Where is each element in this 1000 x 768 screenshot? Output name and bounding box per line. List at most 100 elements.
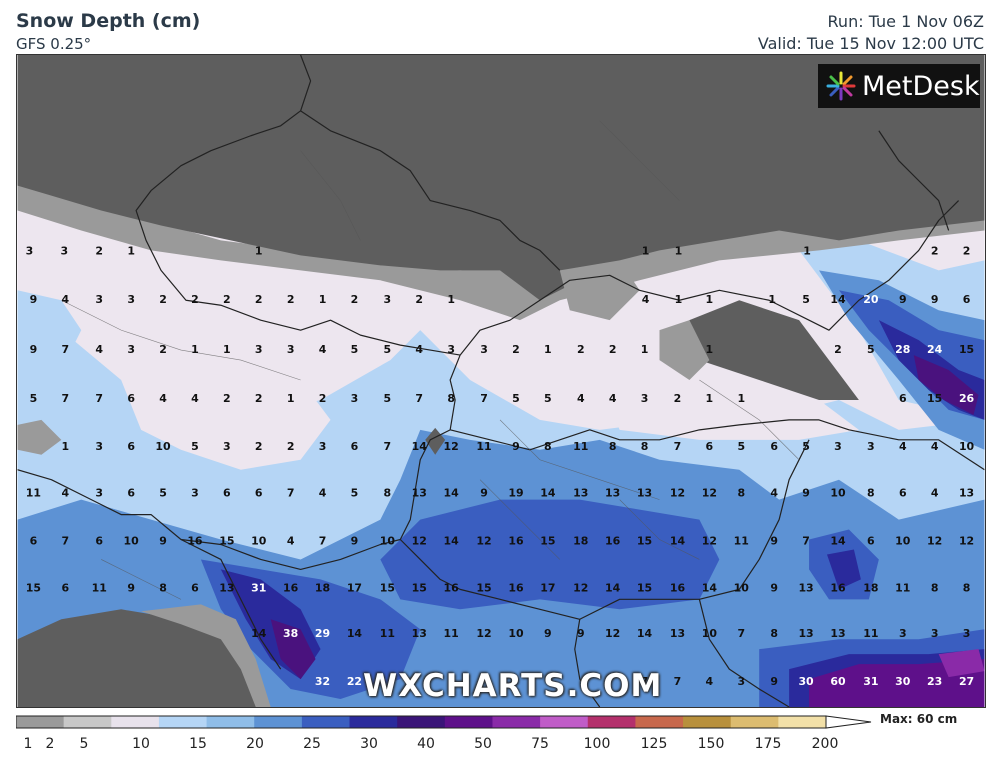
legend-tick-label: 1 [23,736,33,752]
snow-depth-value: 7 [415,392,423,405]
snow-depth-value: 1 [287,392,295,405]
legend-tick-label: 125 [640,736,668,752]
snow-depth-value: 8 [609,440,617,453]
snow-depth-value: 8 [447,392,455,405]
snow-depth-value: 16 [508,534,524,547]
snow-depth-value: 5 [737,440,745,453]
snow-depth-value: 11 [895,581,910,594]
region-lines [61,120,800,600]
snow-depth-value: 18 [315,581,330,594]
snow-depth-value: 5 [351,343,359,356]
snow-depth-value: 8 [641,440,649,453]
pale-blue-patch-nw [17,290,82,371]
snow-depth-value: 27 [959,675,974,688]
legend-color-segment [587,716,636,728]
snow-depth-value: 9 [544,627,552,640]
snow-depth-value: 2 [609,343,617,356]
snow-depth-value: 8 [770,627,778,640]
light-grey-band [17,170,985,321]
snow-depth-value: 2 [931,244,939,257]
snow-depth-value: 9 [30,293,38,306]
country-borders [17,55,985,707]
snow-depth-value: 4 [577,392,585,405]
value-labels: 3 3 2 1 1 1 1 1 2 29 4 3 3 2 2 2 2 2 1 2 3 2 1 4 1 1 1 5 14 20 9 9 69 7 4 3… [26,244,975,688]
snow-depth-value: 6 [867,534,875,547]
snow-depth-value: 8 [867,487,875,500]
snow-depth-value: 3 [191,487,199,500]
snow-depth-value: 26 [959,392,975,405]
snow-depth-value: 7 [802,534,810,547]
snow-depth-value: 9 [770,581,778,594]
snow-depth-value: 5 [867,343,875,356]
legend-tick-label: 10 [132,736,150,752]
snow-depth-value: 10 [155,440,171,453]
snow-depth-value: 4 [770,487,778,500]
snow-depth-value: 7 [480,392,488,405]
snow-depth-value: 15 [476,581,491,594]
snow-depth-value: 4 [706,675,714,688]
snow-depth-value: 2 [159,293,167,306]
snow-depth-value: 9 [351,534,359,547]
metdesk-logo: MetDesk [818,64,980,108]
legend-color-segment [16,716,65,728]
purple-se [809,659,985,707]
snow-depth-value: 10 [124,534,140,547]
snow-depth-value: 6 [963,293,971,306]
snow-depth-value: 9 [931,293,939,306]
snow-depth-value: 3 [287,343,295,356]
legend-frame [16,715,827,729]
deep-blue-central [380,499,720,610]
snow-depth-value: 14 [347,627,363,640]
snow-depth-value: 1 [675,244,683,257]
snow-depth-value: 2 [159,343,167,356]
snow-depth-value: 11 [26,487,41,500]
snow-depth-value: 17 [540,581,555,594]
snow-depth-value: 7 [641,675,649,688]
snow-depth-value: 11 [476,440,491,453]
snow-depth-value: 9 [899,293,907,306]
light-grey-southwest [141,604,271,707]
snow-depth-value: 13 [670,627,685,640]
snow-depth-value: 2 [255,293,263,306]
snow-depth-value: 3 [127,343,135,356]
snow-depth-value: 8 [737,487,745,500]
snow-depth-value: 1 [641,343,649,356]
snow-depth-value: 15 [637,534,652,547]
snow-depth-value: 3 [95,440,103,453]
snow-depth-value: 2 [577,343,585,356]
snow-depth-value: 18 [863,581,878,594]
snow-depth-value: 2 [351,293,359,306]
snow-depth-value: 2 [287,293,295,306]
grey-patch-tatra [559,260,640,321]
snow-depth-value: 3 [255,343,263,356]
snow-depth-value: 12 [605,627,620,640]
snow-depth-value: 2 [223,392,231,405]
snow-depth-value: 13 [412,627,427,640]
snow-depth-value: 12 [670,487,685,500]
snow-depth-value: 3 [737,675,745,688]
snow-depth-value: 7 [62,534,70,547]
snow-depth-value: 5 [544,392,552,405]
snow-depth-value: 2 [191,293,199,306]
snow-depth-value: 1 [803,244,811,257]
white-band-east [599,380,859,440]
snow-depth-value: 3 [447,343,455,356]
snow-depth-value: 11 [92,581,107,594]
snow-depth-value: 24 [927,343,943,356]
snow-depth-value: 13 [637,487,652,500]
snow-depth-value: 1 [706,392,714,405]
snow-depth-value: 15 [26,581,41,594]
snow-depth-value: 16 [444,581,460,594]
snow-depth-value: 6 [191,581,199,594]
snow-depth-value: 9 [480,487,488,500]
snow-depth-value: 9 [802,487,810,500]
snow-depth-value: 7 [674,440,682,453]
snow-depth-value: 19 [508,487,523,500]
snow-depth-value: 2 [415,293,423,306]
legend-tick-label: 25 [303,736,321,752]
snow-depth-value: 31 [251,581,266,594]
purple-sw [270,619,316,680]
magenta-se [938,649,985,678]
snow-depth-value: 2 [319,392,327,405]
snow-depth-value: 5 [802,293,810,306]
